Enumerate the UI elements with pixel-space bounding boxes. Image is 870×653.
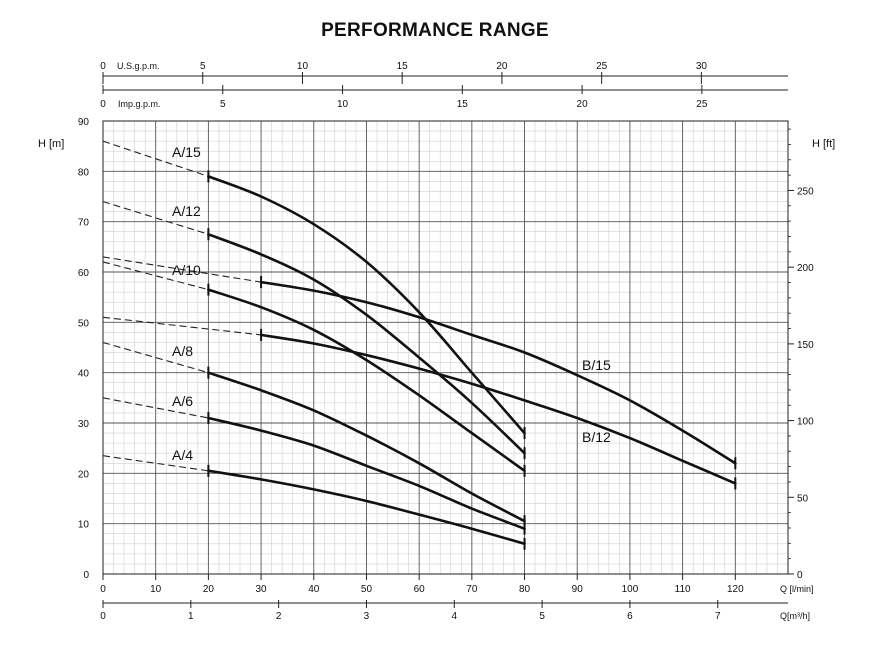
y-right-axis-label: H [ft] bbox=[812, 138, 835, 150]
series-a-4-dashed bbox=[102, 455, 209, 472]
series-b-15-label: B/15 bbox=[582, 357, 611, 373]
series-group bbox=[102, 140, 737, 550]
x-tick-label: 20 bbox=[203, 584, 215, 595]
axes bbox=[102, 72, 794, 608]
y-left-tick-label: 60 bbox=[78, 268, 90, 279]
y-left-tick-label: 10 bbox=[78, 520, 90, 531]
y-left-axis-label: H [m] bbox=[38, 138, 64, 150]
series-a-15-dashed bbox=[102, 140, 209, 177]
m3h-tick-label: 6 bbox=[627, 611, 633, 622]
y-left-tick-label: 20 bbox=[78, 469, 90, 480]
usgpm-tick-label: 0 bbox=[100, 61, 106, 72]
m3h-tick-label: 2 bbox=[276, 611, 282, 622]
x-tick-label: 80 bbox=[519, 584, 531, 595]
m3h-tick-label: 1 bbox=[188, 611, 194, 622]
series-a-8-curve bbox=[207, 371, 526, 523]
x-tick-label: 60 bbox=[414, 584, 426, 595]
impgpm-axis-label: Imp.g.p.m. bbox=[118, 99, 161, 109]
series-a-4-label: A/4 bbox=[172, 447, 193, 463]
impgpm-tick-label: 0 bbox=[100, 99, 106, 110]
usgpm-tick-label: 30 bbox=[696, 61, 708, 72]
x-tick-label: 10 bbox=[150, 584, 162, 595]
series-a-15-label: A/15 bbox=[172, 144, 201, 160]
series-a-8-label: A/8 bbox=[172, 343, 193, 359]
minor-grid bbox=[103, 121, 788, 574]
y-left-tick-label: 0 bbox=[83, 570, 89, 581]
x-tick-label: 120 bbox=[727, 584, 744, 595]
y-left-tick-label: 90 bbox=[78, 117, 90, 128]
chart-title: PERFORMANCE RANGE bbox=[321, 20, 549, 41]
series-b-15-curve bbox=[259, 280, 737, 465]
y-left-tick-label: 30 bbox=[78, 419, 90, 430]
m3h-tick-label: 4 bbox=[452, 611, 458, 622]
series-a-8-dashed bbox=[102, 341, 209, 374]
x-tick-label: 90 bbox=[572, 584, 584, 595]
y-left-tick-label: 70 bbox=[78, 218, 90, 229]
y-left-tick-label: 50 bbox=[78, 318, 90, 329]
x-tick-label: 50 bbox=[361, 584, 373, 595]
usgpm-axis-label: U.S.g.p.m. bbox=[117, 61, 160, 71]
y-right-tick-label: 150 bbox=[797, 340, 814, 351]
series-b-15-dashed bbox=[102, 256, 262, 283]
x-tick-label: 40 bbox=[308, 584, 320, 595]
series-a-10-label: A/10 bbox=[172, 262, 201, 278]
series-a-12-curve bbox=[207, 233, 526, 455]
series-a-10-dashed bbox=[102, 261, 209, 291]
x-tick-label: 0 bbox=[100, 584, 106, 595]
impgpm-tick-label: 20 bbox=[577, 99, 589, 110]
series-b-12-label: B/12 bbox=[582, 429, 611, 445]
series-b-12-curve bbox=[259, 333, 737, 485]
usgpm-tick-label: 15 bbox=[397, 61, 409, 72]
x-tick-label: 70 bbox=[466, 584, 478, 595]
series-a-12-label: A/12 bbox=[172, 203, 201, 219]
usgpm-tick-label: 20 bbox=[496, 61, 508, 72]
m3h-tick-label: 0 bbox=[100, 611, 106, 622]
m3h-tick-label: 5 bbox=[539, 611, 545, 622]
y-left-tick-label: 80 bbox=[78, 167, 90, 178]
series-a-6-label: A/6 bbox=[172, 393, 193, 409]
series-a-12-dashed bbox=[102, 201, 209, 235]
plot-frame bbox=[102, 120, 789, 575]
series-a-6-dashed bbox=[102, 397, 209, 419]
impgpm-tick-label: 10 bbox=[337, 99, 349, 110]
y-right-tick-label: 200 bbox=[797, 263, 814, 274]
series-a-6-curve bbox=[207, 416, 526, 530]
major-grid bbox=[102, 120, 789, 575]
series-labels: A/15 A/12 A/10 A/8 A/6 A/4 B/15 B/12 bbox=[172, 144, 611, 463]
m3h-tick-label: 3 bbox=[364, 611, 370, 622]
y-right-tick-label: 250 bbox=[797, 186, 814, 197]
series-b-12-dashed bbox=[102, 316, 262, 336]
x-tick-label: 30 bbox=[256, 584, 268, 595]
usgpm-tick-label: 10 bbox=[297, 61, 309, 72]
impgpm-tick-label: 25 bbox=[696, 99, 708, 110]
usgpm-tick-label: 25 bbox=[596, 61, 608, 72]
m3h-tick-label: 7 bbox=[715, 611, 721, 622]
series-a-15-curve bbox=[207, 175, 526, 435]
y-right-tick-label: 0 bbox=[797, 570, 803, 581]
impgpm-tick-label: 5 bbox=[220, 99, 226, 110]
m3h-axis-label: Q[m³/h] bbox=[780, 611, 810, 621]
y-right-tick-label: 100 bbox=[797, 417, 814, 428]
x-tick-label: 110 bbox=[675, 584, 691, 595]
impgpm-tick-label: 15 bbox=[457, 99, 469, 110]
usgpm-tick-label: 5 bbox=[200, 61, 206, 72]
y-right-tick-label: 50 bbox=[797, 493, 809, 504]
series-a-10-curve bbox=[207, 288, 526, 473]
x-axis-label: Q [l/min] bbox=[780, 584, 814, 594]
x-tick-label: 100 bbox=[622, 584, 639, 595]
series-a-4-curve bbox=[207, 469, 526, 546]
y-left-tick-label: 40 bbox=[78, 369, 90, 380]
